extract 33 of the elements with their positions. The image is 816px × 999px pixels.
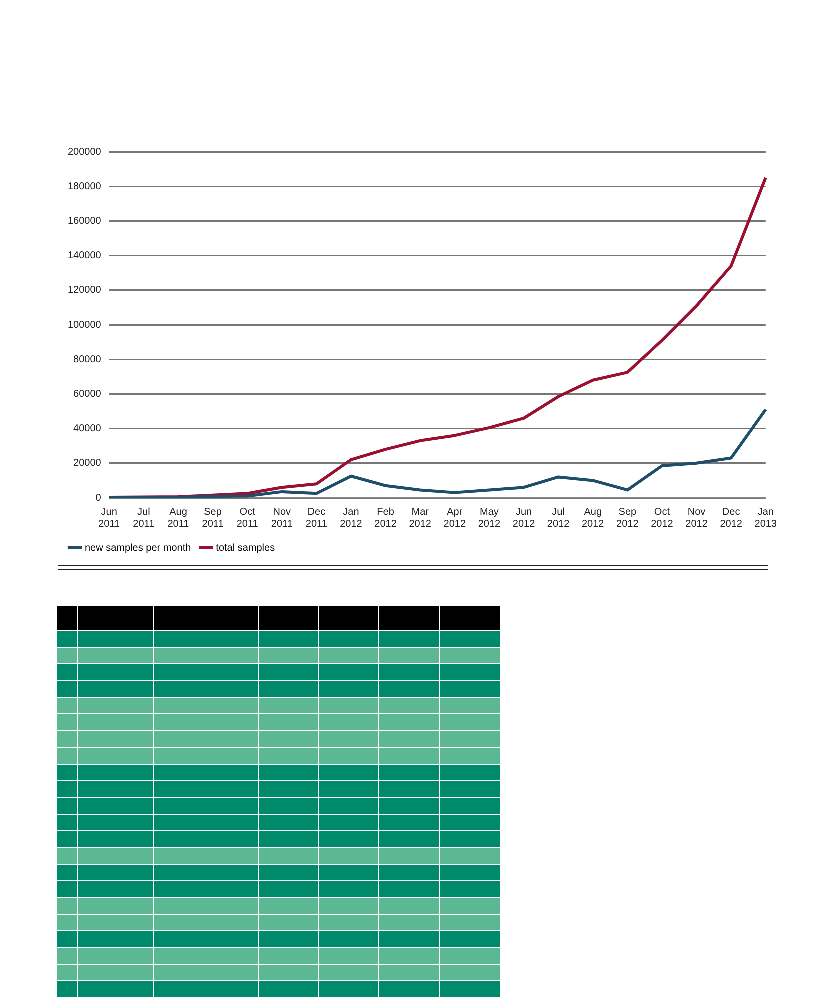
x-tick-label: Jul 2011 — [133, 506, 156, 530]
y-tick-label: 180000 — [68, 181, 102, 192]
x-tick-label: Nov 2011 — [271, 506, 294, 530]
legend-label: new samples per month — [85, 542, 192, 554]
x-tick-label: Jun 2011 — [98, 506, 121, 530]
x-tick-label: Sep 2011 — [202, 506, 224, 530]
x-tick-label: Jun 2012 — [512, 506, 536, 530]
x-tick-label: Aug 2012 — [582, 506, 605, 530]
y-tick-label: 160000 — [68, 216, 102, 227]
y-tick-label: 20000 — [74, 458, 102, 470]
x-tick-label: Apr 2012 — [444, 506, 466, 530]
x-tick-label: Dec 2012 — [720, 506, 743, 530]
x-tick-label: Aug 2011 — [168, 506, 190, 530]
y-tick-label: 80000 — [74, 354, 102, 366]
x-tick-label: Jul 2012 — [547, 506, 570, 530]
y-tick-label: 200000 — [68, 146, 102, 158]
x-tick-label: Oct 2012 — [651, 506, 674, 530]
x-tick-label: Jan 2013 — [754, 506, 778, 530]
x-tick-label: May 2012 — [478, 506, 502, 530]
legend-label: total samples — [216, 542, 276, 554]
x-tick-label: Feb 2012 — [374, 506, 398, 530]
x-tick-label: Oct 2011 — [236, 506, 259, 530]
x-tick-label: Dec 2011 — [306, 506, 328, 530]
y-tick-label: 60000 — [74, 388, 102, 400]
y-tick-label: 120000 — [68, 285, 102, 296]
x-tick-label: Nov 2012 — [686, 506, 708, 530]
y-tick-label: 0 — [96, 492, 102, 504]
y-tick-label: 40000 — [74, 424, 102, 435]
x-tick-label: Mar 2012 — [409, 506, 432, 530]
x-tick-label: Jan 2012 — [340, 506, 363, 530]
y-tick-label: 100000 — [68, 320, 102, 331]
y-tick-label: 140000 — [68, 250, 102, 262]
x-tick-label: Sep 2012 — [616, 506, 640, 530]
